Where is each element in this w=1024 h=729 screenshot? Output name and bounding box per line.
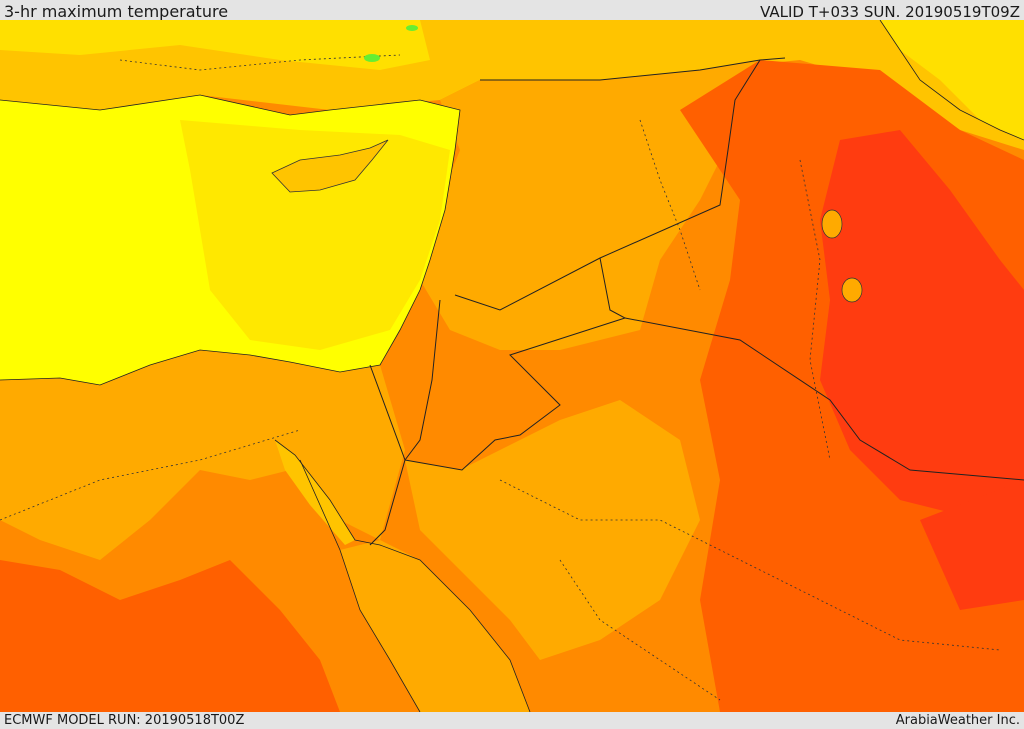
sea-east-yellow (180, 120, 450, 350)
coastlines (0, 20, 1024, 712)
valid-time: VALID T+033 SUN. 20190519T09Z (760, 3, 1020, 21)
iraq-red-core (820, 130, 1024, 520)
map-title: 3-hr maximum temperature (4, 2, 229, 21)
turkey-yellow (0, 20, 430, 70)
temperature-map (0, 20, 1024, 712)
map-canvas (0, 20, 1024, 712)
arabia-orange (405, 400, 700, 660)
cyprus (271, 139, 389, 193)
cool-spot-2 (406, 25, 418, 31)
levant-zone (420, 60, 760, 350)
lake-tharthar (821, 209, 843, 239)
map-footer: ECMWF MODEL RUN: 20190518T00Z ArabiaWeat… (0, 712, 1024, 729)
red-sea (340, 540, 530, 712)
model-run: ECMWF MODEL RUN: 20190518T00Z (4, 713, 245, 728)
national-borders (369, 57, 1024, 546)
gulf-red (920, 480, 1024, 610)
caucasus-yellow (880, 20, 1024, 140)
egypt-delta-orange (0, 350, 405, 560)
brand-credit: ArabiaWeather Inc. (895, 713, 1020, 728)
lake-razzaza (841, 277, 863, 303)
province-boundaries (0, 54, 1001, 701)
africa-red-orange (0, 560, 340, 712)
map-header: 3-hr maximum temperature VALID T+033 SUN… (0, 0, 1024, 21)
cool-spot (364, 54, 380, 62)
gulf-of-suez (275, 440, 355, 545)
